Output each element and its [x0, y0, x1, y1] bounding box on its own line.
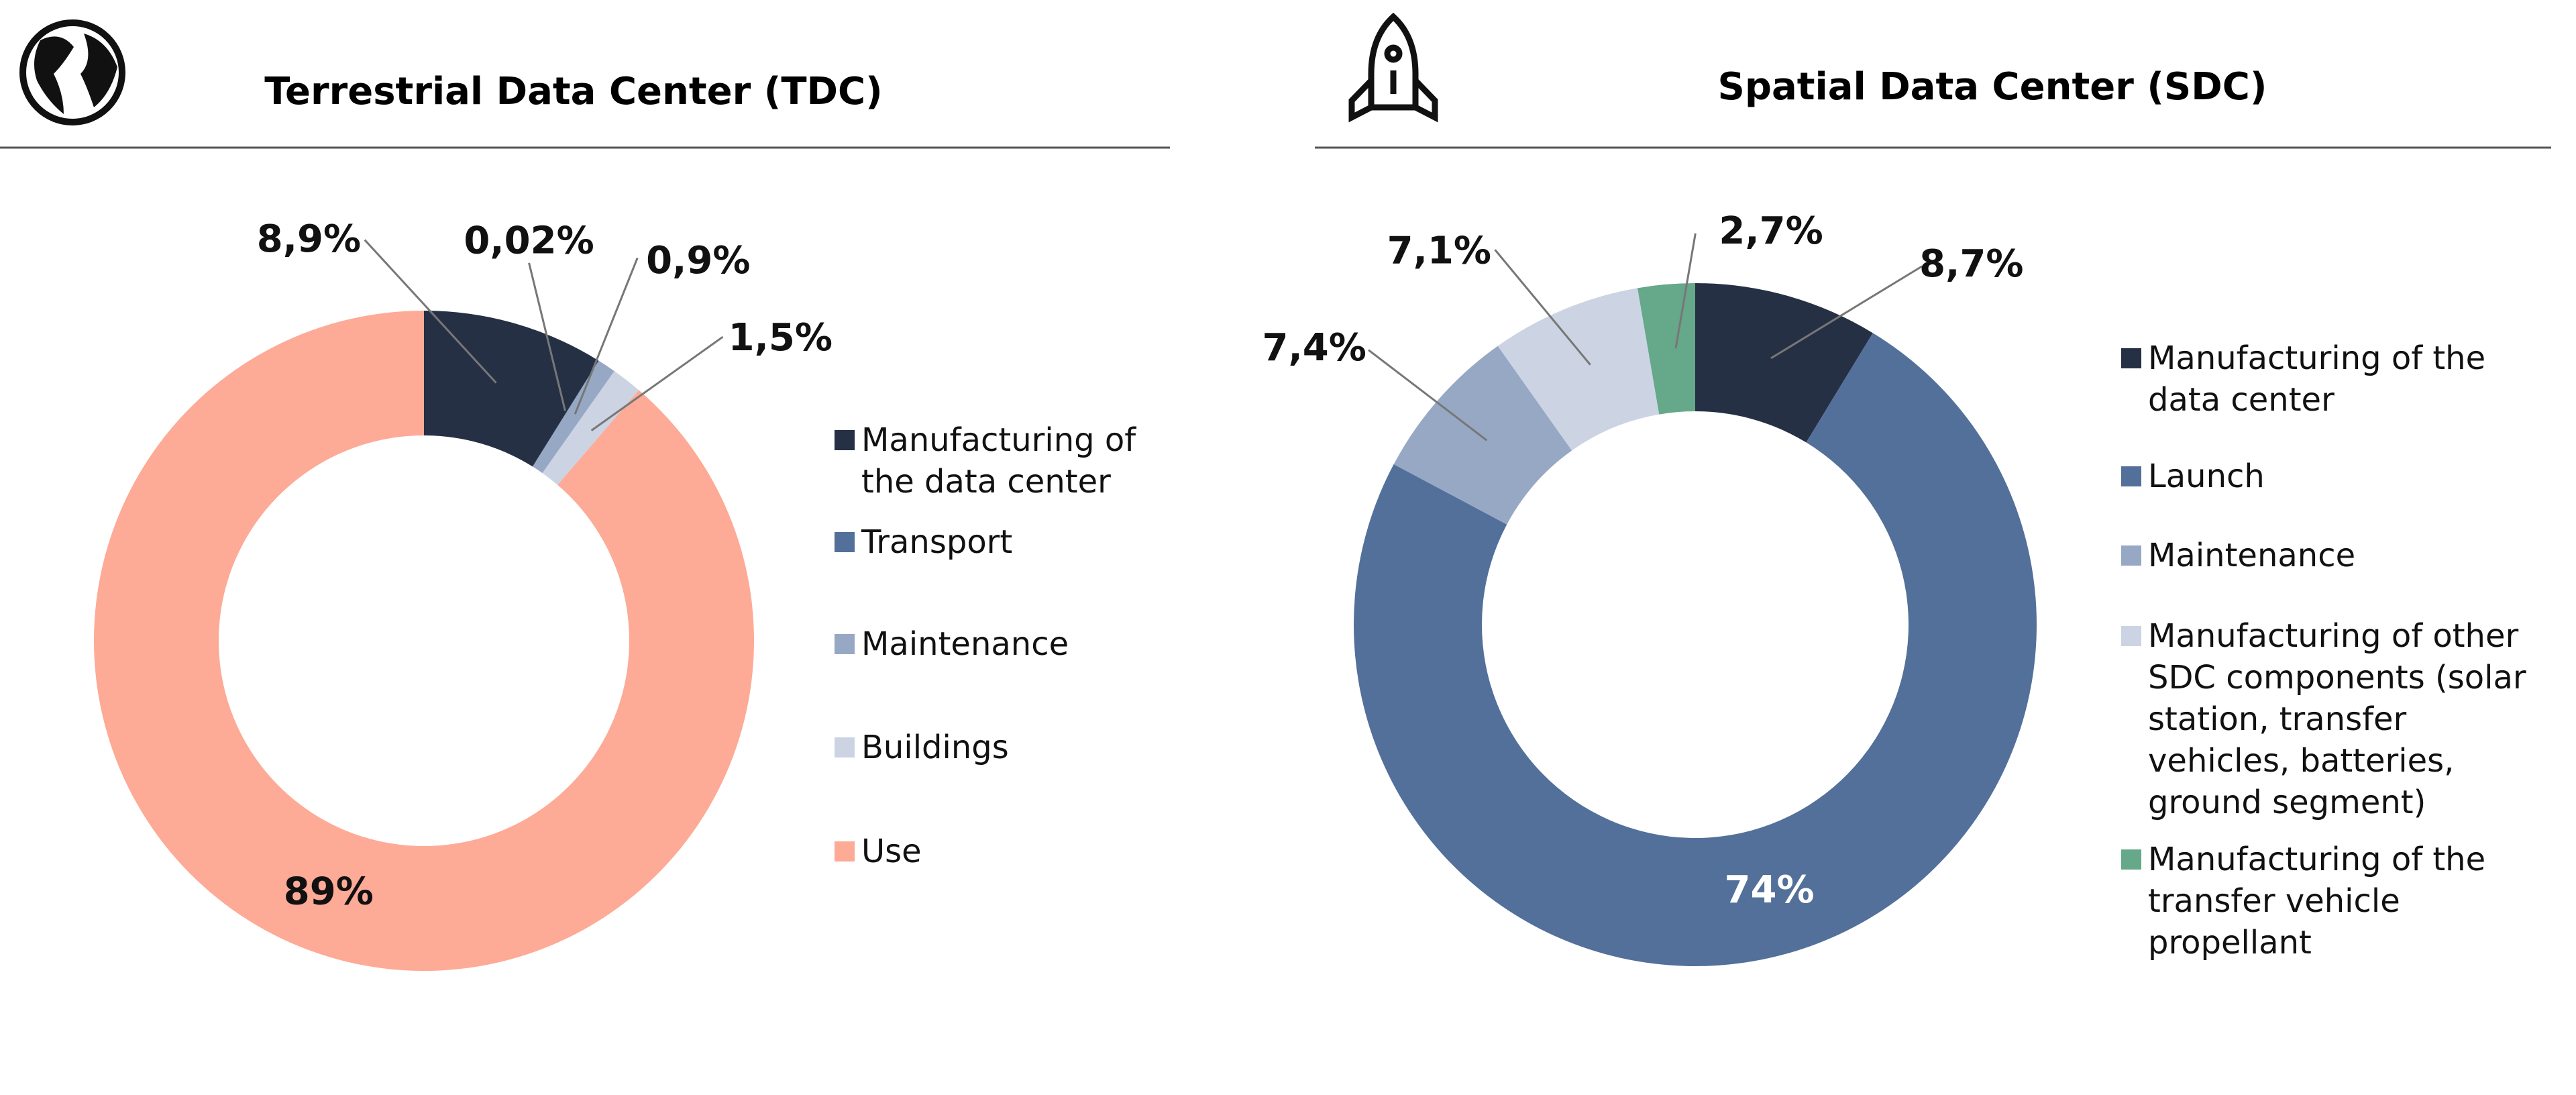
- leader-line: [1368, 349, 1488, 441]
- data-label: 0,9%: [646, 239, 750, 282]
- legend-swatch: [2121, 626, 2141, 646]
- legend-swatch: [835, 737, 855, 758]
- legend-swatch: [2121, 348, 2141, 368]
- data-label: 74%: [1725, 868, 1815, 912]
- legend-swatch: [2121, 545, 2141, 566]
- legend-label: Manufacturing of the data center: [2148, 340, 2486, 419]
- leader-line: [528, 262, 566, 411]
- legend-swatch: [2121, 849, 2141, 870]
- donut-segment: [1353, 333, 2037, 966]
- donut-segment: [1497, 288, 1660, 451]
- data-label: 0,02%: [464, 219, 594, 263]
- data-label: 8,7%: [1919, 242, 2023, 286]
- legend-label: Maintenance: [861, 625, 1069, 663]
- data-label: 89%: [284, 870, 374, 913]
- data-label: 2,7%: [1719, 209, 1823, 253]
- legend-label: Manufacturing of the data center: [861, 421, 1136, 501]
- data-label: 8,9%: [257, 217, 361, 261]
- leader-line: [1770, 265, 1923, 360]
- leader-line: [364, 239, 497, 384]
- donut-segment: [533, 360, 614, 474]
- leader-line: [590, 335, 724, 431]
- donut-segment: [532, 360, 599, 467]
- data-label: 7,1%: [1387, 229, 1491, 272]
- chart-title: Terrestrial Data Center (TDC): [264, 70, 882, 113]
- donut-segment: [424, 311, 599, 467]
- globe-icon: [19, 19, 125, 125]
- legend-label: Buildings: [861, 729, 1009, 766]
- data-label: 1,5%: [729, 316, 833, 360]
- legend-swatch: [835, 634, 855, 654]
- donut-segment: [1393, 346, 1572, 525]
- leader-line: [1674, 233, 1697, 349]
- legend-label: Launch: [2148, 458, 2265, 495]
- leader-line: [574, 257, 639, 415]
- legend-swatch: [2121, 466, 2141, 486]
- legend-swatch: [835, 430, 855, 450]
- legend-label: Manufacturing of other SDC components (s…: [2148, 617, 2526, 821]
- rocket-icon: [1348, 12, 1438, 123]
- legend-label: Use: [861, 833, 922, 870]
- donut-segment: [542, 371, 639, 485]
- leader-line: [1494, 249, 1591, 366]
- legend-swatch: [835, 532, 855, 552]
- legend-label: Maintenance: [2148, 537, 2356, 574]
- chart-title: Spatial Data Center (SDC): [1718, 65, 2267, 109]
- legend-label: Transport: [861, 523, 1013, 561]
- legend-label: Manufacturing of the transfer vehicle pr…: [2148, 841, 2486, 961]
- legend-swatch: [835, 841, 855, 862]
- data-label: 7,4%: [1263, 326, 1366, 370]
- donut-segment: [93, 311, 754, 971]
